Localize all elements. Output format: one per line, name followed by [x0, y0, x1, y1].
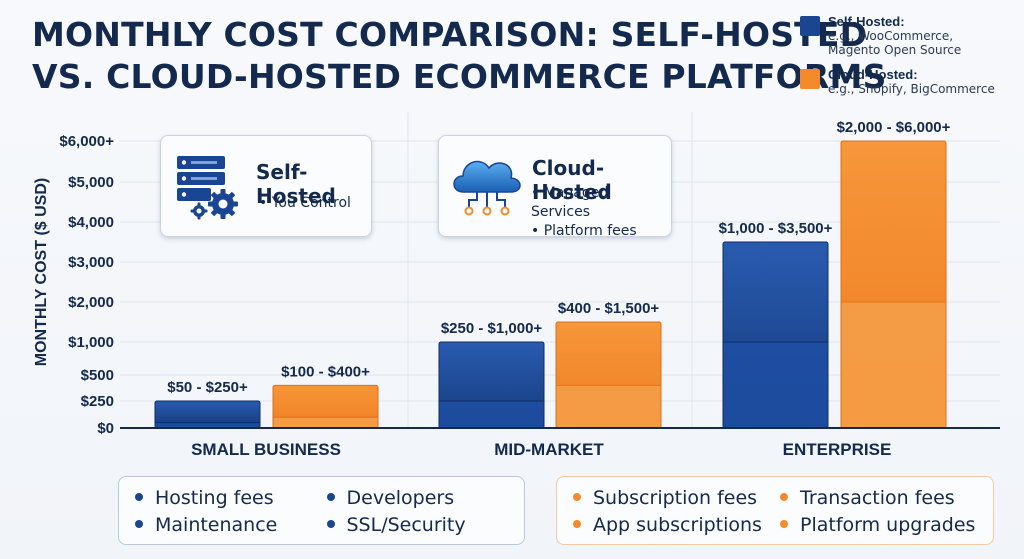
cost-item-label: Developers: [346, 487, 455, 509]
cloud-hosted-costs-box: Subscription fees Transaction fees App s…: [556, 476, 994, 545]
bar-range-label: $2,000 - $6,000+: [837, 119, 951, 136]
y-tick-label: $3,000: [68, 254, 114, 271]
y-tick-label: $6,000+: [59, 133, 114, 150]
bullet-dot: [326, 493, 335, 501]
bullet-dot: [326, 520, 335, 528]
cloud-network-icon: [453, 160, 521, 216]
bar-range-label: $400 - $1,500+: [558, 300, 660, 317]
x-category-label: MID-MARKET: [494, 440, 604, 459]
bar-range-label: $250 - $1,000+: [441, 320, 543, 337]
chart-title-line-1: MONTHLY COST COMPARISON: SELF-HOSTED: [32, 15, 868, 54]
cost-item-label: Maintenance: [155, 514, 278, 536]
bar-range-label: $1,000 - $3,500+: [719, 220, 833, 237]
bullet-dot: [573, 520, 581, 528]
cost-item: Subscription fees: [573, 487, 770, 510]
legend-desc-cloud-hosted-1: e.g., Shopify, BigCommerce: [828, 82, 995, 96]
cost-item: Hosting fees: [135, 487, 317, 510]
bullet-dot: [573, 493, 581, 501]
cost-item: App subscriptions: [573, 514, 770, 537]
bullet-dot: [780, 493, 788, 501]
legend-item-self-hosted: Self-Hosted: e.g., WooCommerce, Magento …: [800, 14, 1020, 57]
self-hosted-callout-bullet: You Control: [259, 194, 351, 213]
legend-swatch-self-hosted: [800, 16, 820, 36]
bar-cloud-hosted-low: [841, 302, 946, 428]
legend-item-cloud-hosted: Cloud-Hosted: e.g., Shopify, BigCommerce: [800, 67, 1020, 96]
x-category-label: ENTERPRISE: [783, 440, 892, 459]
y-tick-label: $500: [81, 367, 114, 384]
y-axis-title: MONTHLY COST ($ USD): [33, 178, 50, 366]
cost-item: SSL/Security: [326, 514, 509, 537]
cloud-hosted-callout-bullet: Platform fees: [531, 222, 671, 241]
y-tick-label: $5,000: [68, 174, 114, 191]
cost-item-label: Subscription fees: [593, 487, 758, 509]
bar-self-hosted-low: [723, 342, 828, 428]
cost-item-label: Hosting fees: [155, 487, 274, 509]
legend-desc-self-hosted-2: Magento Open Source: [828, 43, 962, 57]
self-hosted-callout: Self-Hosted You Control: [160, 135, 372, 237]
self-hosted-callout-bullets: You Control: [259, 194, 351, 213]
y-tick-label: $2,000: [68, 294, 114, 311]
y-axis-ticks: $0 $250 $500 $1,000 $2,000 $3,000 $4,000 $5,000…: [59, 133, 114, 437]
legend-desc-self-hosted-1: e.g., WooCommerce,: [828, 29, 954, 43]
bar-self-hosted-low: [439, 401, 544, 428]
cost-item-label: Transaction fees: [800, 487, 955, 509]
y-tick-label: $1,000: [68, 334, 114, 351]
x-axis-categories: SMALL BUSINESS MID-MARKET ENTERPRISE: [191, 440, 891, 459]
cost-item: Developers: [326, 487, 509, 510]
legend-name-self-hosted: Self-Hosted:: [828, 14, 905, 29]
y-tick-label: $250: [81, 393, 114, 410]
bar-range-label: $100 - $400+: [281, 363, 370, 380]
bullet-dot: [135, 520, 143, 528]
cost-item-label: Platform upgrades: [800, 514, 976, 536]
bar-range-label: $50 - $250+: [167, 379, 248, 396]
bar-self-hosted-low: [155, 422, 260, 428]
y-tick-label: $0: [97, 420, 114, 437]
bar-cloud-hosted-low: [556, 385, 661, 428]
cloud-hosted-callout: Cloud-Hosted Managed Services Platform f…: [438, 135, 672, 239]
chart-title-line-2: VS. CLOUD-HOSTED ECOMMERCE PLATFORMS: [32, 57, 887, 96]
cost-item-label: SSL/Security: [346, 514, 466, 536]
cost-item: Platform upgrades: [780, 514, 977, 537]
bullet-dot: [780, 520, 788, 528]
legend-swatch-cloud-hosted: [800, 69, 820, 89]
legend-name-cloud-hosted: Cloud-Hosted:: [828, 67, 918, 82]
bars: $50 - $250+ $100 - $400+ $250 - $1,000+ $40…: [154, 119, 951, 429]
legend: Self-Hosted: e.g., WooCommerce, Magento …: [800, 14, 1020, 106]
server-gear-icon: [177, 156, 238, 220]
cloud-hosted-callout-bullets: Managed Services Platform fees: [531, 184, 671, 241]
bullet-dot: [135, 493, 143, 501]
cost-item: Transaction fees: [780, 487, 977, 510]
bar-cloud-hosted-low: [273, 417, 378, 428]
cloud-hosted-callout-bullet: Managed Services: [531, 184, 671, 222]
chart-title: MONTHLY COST COMPARISON: SELF-HOSTED VS.…: [32, 14, 887, 98]
self-hosted-costs-box: Hosting fees Developers Maintenance SSL/…: [118, 476, 525, 545]
y-tick-label: $4,000: [68, 214, 114, 231]
cost-item: Maintenance: [135, 514, 317, 537]
x-category-label: SMALL BUSINESS: [191, 440, 341, 459]
cost-item-label: App subscriptions: [593, 514, 762, 536]
